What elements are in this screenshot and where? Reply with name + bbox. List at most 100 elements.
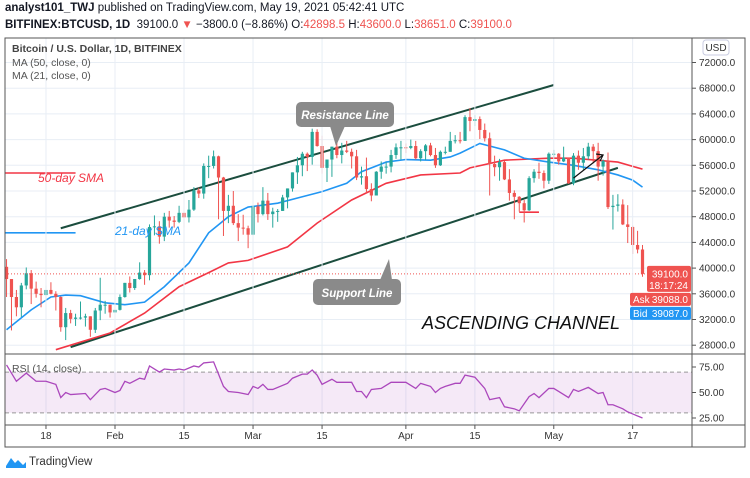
- candle-body: [330, 146, 334, 160]
- candle-body: [562, 157, 566, 162]
- candle: [419, 149, 423, 162]
- candle: [246, 225, 250, 249]
- candle: [14, 289, 18, 317]
- candle: [399, 140, 403, 160]
- candle: [409, 139, 413, 150]
- candle: [216, 155, 221, 220]
- candle-body: [310, 131, 314, 157]
- candle: [601, 159, 605, 176]
- time-axis-label: 15: [469, 431, 481, 442]
- candle: [616, 194, 620, 212]
- candle-body: [167, 216, 171, 221]
- candle: [315, 129, 319, 147]
- candle: [108, 304, 112, 318]
- candle: [59, 296, 63, 332]
- price-change: −3800.0 (−8.86%): [196, 19, 289, 31]
- candle-body: [463, 117, 467, 141]
- bid-label: Bid: [633, 309, 647, 320]
- candle-body: [98, 304, 102, 311]
- candle: [606, 152, 610, 209]
- ascending-channel-label: ASCENDING CHANNEL: [421, 313, 620, 333]
- price-axis-label: 68000.0: [699, 84, 736, 95]
- candle-body: [187, 209, 191, 218]
- candle-body: [394, 147, 398, 156]
- candle-body: [601, 160, 605, 167]
- candle-body: [591, 146, 595, 152]
- resistance-callout: Resistance Line: [296, 102, 394, 146]
- candle-body: [423, 145, 428, 152]
- candle: [138, 262, 142, 280]
- candle-body: [616, 204, 620, 206]
- candle-body: [621, 204, 625, 225]
- candle-body: [458, 140, 462, 142]
- candle: [162, 212, 166, 242]
- candle: [197, 187, 201, 199]
- high-value: 43600.0: [359, 19, 402, 31]
- tradingview-logo[interactable]: TradingView: [6, 456, 92, 468]
- candle: [414, 140, 418, 160]
- candle: [167, 210, 171, 228]
- candle-body: [300, 153, 304, 166]
- candle-body: [172, 220, 176, 222]
- candle: [532, 169, 536, 183]
- symbol-info: BITFINEX:BTCUSD, 1D 39100.0 ▼ −3800.0 (−…: [5, 19, 512, 31]
- bid-tag: [630, 306, 691, 320]
- candle-body: [635, 244, 640, 250]
- candle: [626, 205, 630, 244]
- candle: [212, 150, 216, 169]
- candle-body: [54, 293, 58, 298]
- arrow-line: [573, 154, 604, 179]
- open-value: 42898.5: [303, 19, 345, 31]
- support-line: [70, 166, 619, 349]
- last-price-tag: [647, 265, 691, 292]
- candle: [354, 149, 359, 181]
- candle: [29, 270, 33, 305]
- candle-body: [448, 140, 452, 152]
- currency-badge[interactable]: [702, 39, 730, 56]
- last-price: 39100.0: [136, 19, 179, 31]
- ask-label: Ask: [633, 295, 651, 306]
- rsi-band: [5, 372, 692, 413]
- candle: [463, 115, 467, 141]
- candle-body: [335, 146, 339, 156]
- candle: [488, 132, 492, 196]
- time-axis-label: Feb: [106, 431, 124, 442]
- candle-body: [389, 155, 393, 167]
- time-axis-label: 18: [40, 431, 52, 442]
- candle-body: [493, 164, 497, 168]
- legend-ma50[interactable]: MA (50, close, 0): [12, 56, 91, 69]
- chart-frame: [4, 37, 746, 448]
- candle: [310, 128, 314, 165]
- candle-body: [73, 317, 78, 319]
- rsi-axis-label: 50.00: [699, 388, 724, 399]
- candle: [374, 171, 378, 196]
- candle: [276, 208, 280, 222]
- candle: [266, 192, 270, 220]
- candle: [236, 214, 240, 242]
- label-50-day-sma: 50-day SMA: [38, 171, 104, 185]
- resistance-callout-pointer: [330, 126, 345, 146]
- candle: [281, 194, 285, 211]
- author-name[interactable]: analyst101_TWJ: [5, 2, 95, 14]
- candle: [448, 131, 452, 152]
- candle: [19, 282, 23, 317]
- candle-body: [19, 285, 23, 308]
- legend-ma21[interactable]: MA (21, close, 0): [12, 70, 91, 82]
- candle-body: [354, 156, 359, 178]
- price-axis-label: 40000.0: [699, 264, 736, 275]
- candle: [438, 150, 442, 166]
- candle-body: [34, 288, 38, 294]
- rsi-legend[interactable]: RSI (14, close): [12, 363, 81, 375]
- candle: [98, 277, 102, 321]
- candle: [497, 158, 502, 181]
- candle-body: [384, 166, 388, 168]
- candle-body: [157, 226, 161, 237]
- candle-body: [118, 297, 122, 310]
- candle-body: [527, 178, 531, 211]
- price-axis-label: 44000.0: [699, 238, 736, 249]
- candle-body: [24, 273, 28, 286]
- candle-body: [271, 211, 275, 215]
- candle: [73, 313, 78, 326]
- candle: [542, 170, 546, 189]
